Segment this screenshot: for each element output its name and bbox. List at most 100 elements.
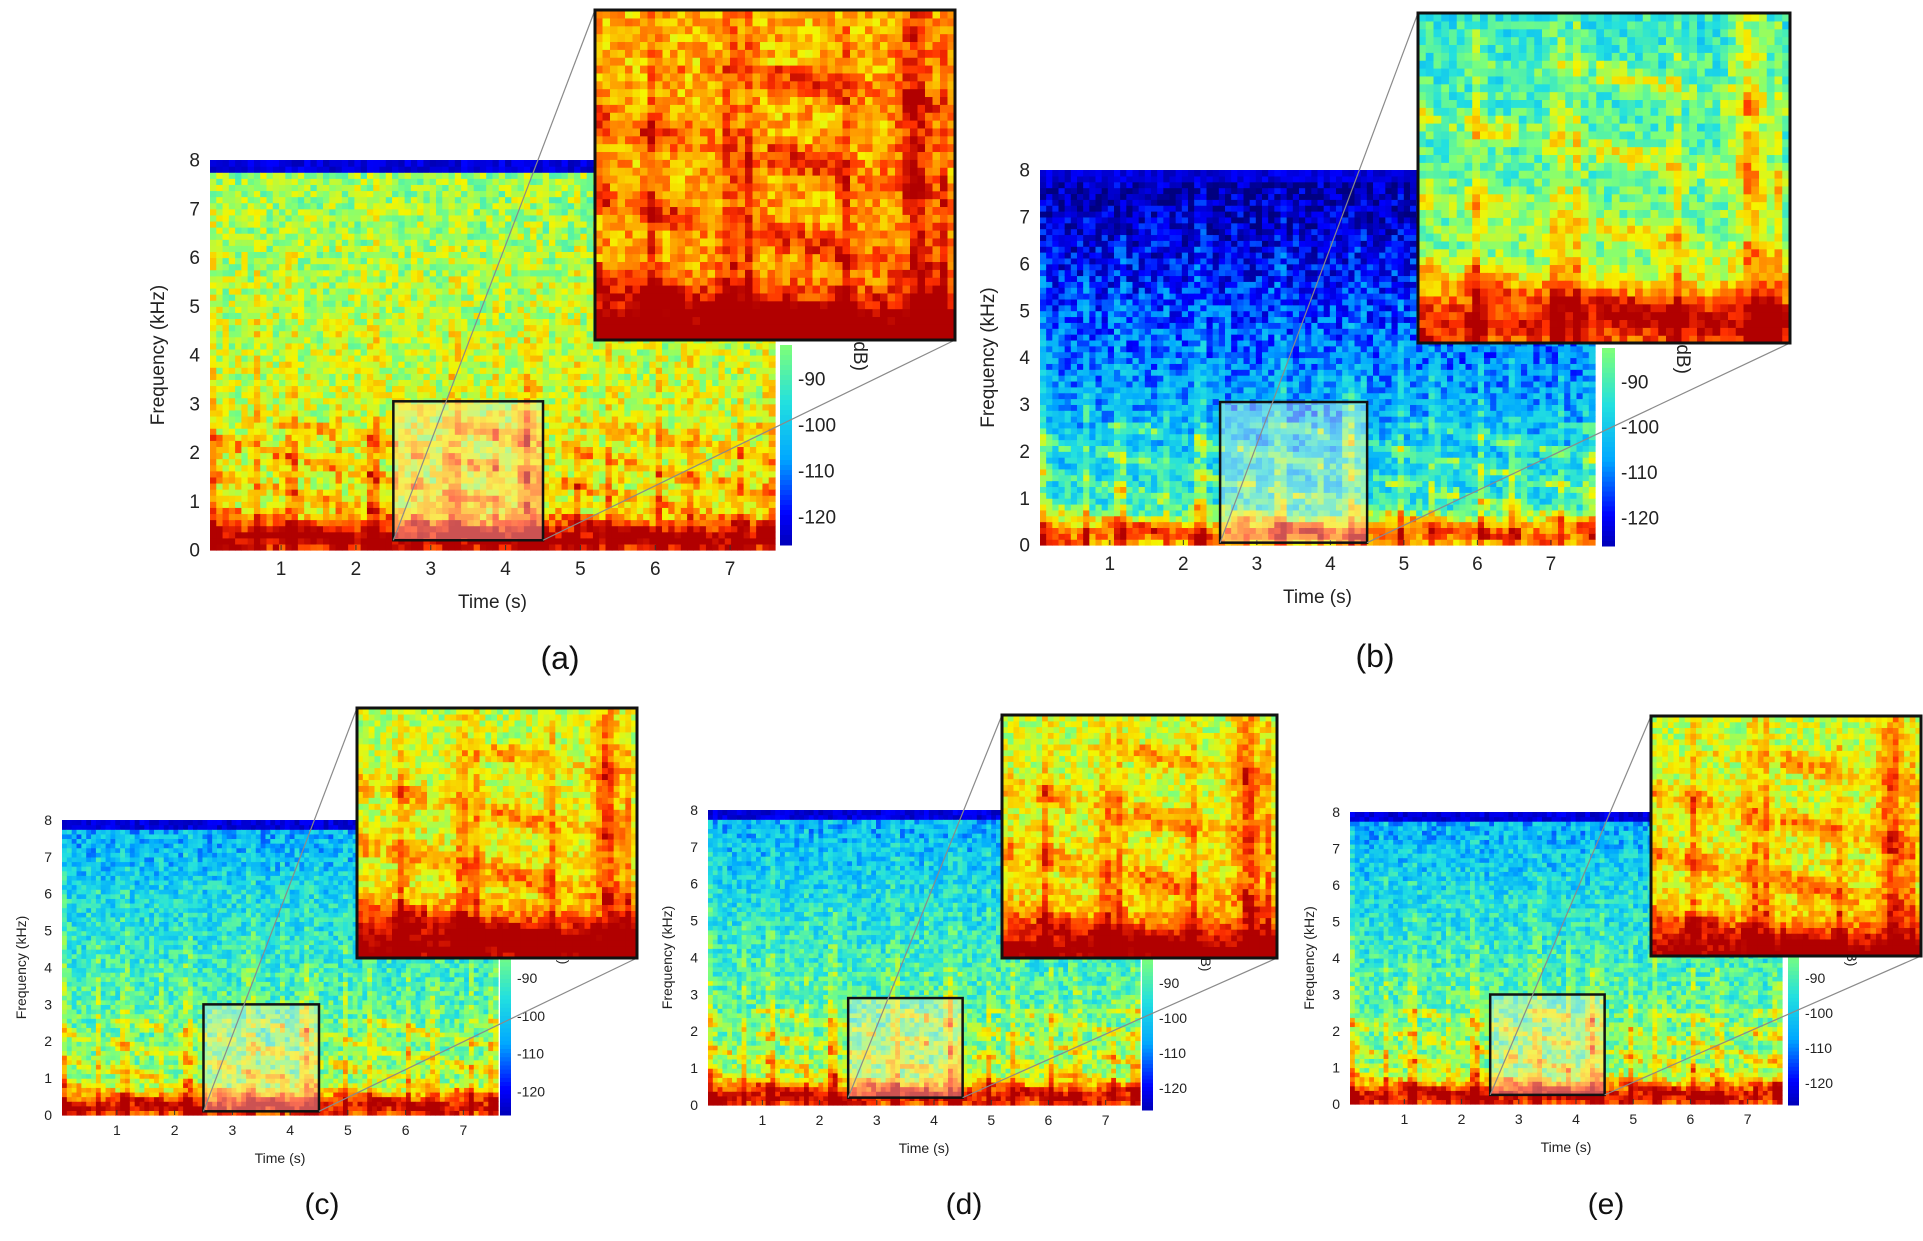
spectrogram-cells bbox=[708, 810, 1141, 1106]
y-tick-label: 1 bbox=[690, 1060, 698, 1076]
colorbar-tick-label: -100 bbox=[798, 416, 836, 437]
x-tick-label: 5 bbox=[575, 559, 586, 580]
x-tick-label: 5 bbox=[344, 1122, 352, 1138]
y-axis-label: Frequency (kHz) bbox=[659, 906, 675, 1009]
y-tick-label: 1 bbox=[44, 1070, 52, 1086]
y-tick-label: 4 bbox=[1332, 950, 1340, 966]
y-tick-label: 6 bbox=[1332, 877, 1340, 893]
panel-caption-e: (e) bbox=[1546, 1188, 1666, 1222]
y-tick-label: 5 bbox=[690, 913, 698, 929]
y-tick-label: 1 bbox=[1332, 1059, 1340, 1075]
colorbar-unit-label: (dB) bbox=[849, 335, 870, 371]
axis-ticks: 1 2 3 4 5 6 7 0 1 2 3 4 5 6 7 8 bbox=[1332, 804, 1752, 1127]
zoom-connector-line bbox=[847, 714, 1003, 1098]
colorbar-tick-label: -100 bbox=[517, 1008, 545, 1024]
colorbar-tick-label: -120 bbox=[1621, 509, 1659, 530]
x-tick-label: 3 bbox=[1515, 1111, 1523, 1127]
zoom-connector-line bbox=[1366, 342, 1791, 544]
x-tick-label: 2 bbox=[1458, 1111, 1466, 1127]
axis-ticks: 1 2 3 4 5 6 7 0 1 2 3 4 5 6 7 8 bbox=[1019, 161, 1556, 575]
y-tick-label: 7 bbox=[1019, 208, 1030, 229]
x-tick-label: 4 bbox=[930, 1112, 938, 1128]
y-tick-label: 4 bbox=[690, 949, 698, 965]
y-tick-label: 7 bbox=[189, 199, 200, 220]
x-axis-label: Time (s) bbox=[458, 592, 527, 613]
x-tick-label: 7 bbox=[459, 1122, 467, 1138]
zoom-connector-line bbox=[1219, 12, 1419, 543]
axis-ticks: 1 2 3 4 5 6 7 0 1 2 3 4 5 6 7 8 bbox=[690, 802, 1110, 1128]
x-tick-label: 3 bbox=[228, 1122, 236, 1138]
colorbar: -90-100-110-120(dB) bbox=[500, 938, 572, 1116]
panel-caption-a: (a) bbox=[500, 640, 620, 677]
zoom-inset-frame bbox=[1000, 713, 1279, 960]
x-tick-label: 1 bbox=[276, 559, 287, 580]
spectrogram-cells bbox=[210, 160, 776, 551]
y-tick-label: 8 bbox=[44, 812, 52, 828]
colorbar-tick-label: -100 bbox=[1621, 418, 1659, 439]
x-tick-label: 7 bbox=[1102, 1112, 1110, 1128]
colorbar-tick-label: -120 bbox=[798, 507, 836, 528]
colorbar-tick-label: -110 bbox=[1805, 1040, 1832, 1056]
y-tick-label: 8 bbox=[1019, 161, 1030, 182]
x-tick-label: 7 bbox=[1744, 1111, 1752, 1127]
x-tick-label: 7 bbox=[725, 559, 736, 580]
zoom-connector-line bbox=[962, 957, 1278, 1099]
colorbar-tick-label: -110 bbox=[798, 461, 835, 482]
axis-ticks: 1 2 3 4 5 6 7 0 1 2 3 4 5 6 7 8 bbox=[44, 812, 467, 1138]
zoom-inset-frame bbox=[1416, 11, 1792, 345]
y-tick-label: 4 bbox=[1019, 348, 1030, 369]
zoom-inset bbox=[1418, 13, 1791, 344]
x-tick-label: 4 bbox=[500, 559, 511, 580]
zoom-region-box bbox=[392, 400, 545, 542]
colorbar-tick-label: -120 bbox=[517, 1084, 545, 1100]
y-tick-label: 7 bbox=[44, 849, 52, 865]
x-tick-label: 4 bbox=[1325, 554, 1336, 575]
x-tick-label: 1 bbox=[758, 1112, 766, 1128]
y-tick-label: 3 bbox=[189, 394, 200, 415]
panel-caption-c: (c) bbox=[262, 1188, 382, 1222]
y-tick-label: 5 bbox=[44, 923, 52, 939]
y-tick-label: 2 bbox=[690, 1023, 698, 1039]
x-axis-label: Time (s) bbox=[899, 1140, 950, 1156]
y-tick-label: 4 bbox=[44, 959, 52, 975]
y-tick-label: 4 bbox=[189, 346, 200, 367]
y-tick-label: 5 bbox=[189, 297, 200, 318]
panel-caption-b: (b) bbox=[1315, 638, 1435, 675]
y-tick-label: 0 bbox=[1019, 536, 1030, 557]
axis-ticks: 1 2 3 4 5 6 7 0 1 2 3 4 5 6 7 8 bbox=[189, 151, 735, 580]
x-tick-label: 5 bbox=[1399, 554, 1410, 575]
x-tick-label: 2 bbox=[351, 559, 362, 580]
zoom-inset bbox=[1651, 716, 1922, 957]
x-tick-label: 1 bbox=[113, 1122, 121, 1138]
colorbar-tick-label: -90 bbox=[1805, 970, 1825, 986]
x-tick-label: 2 bbox=[1178, 554, 1189, 575]
colorbar: -90-100-110-120(dB) bbox=[1602, 338, 1693, 547]
colorbar-tick-label: -120 bbox=[1805, 1075, 1833, 1091]
y-tick-label: 6 bbox=[1019, 254, 1030, 275]
y-tick-label: 2 bbox=[44, 1033, 52, 1049]
y-tick-label: 6 bbox=[189, 248, 200, 269]
zoom-inset bbox=[595, 10, 956, 341]
x-tick-label: 4 bbox=[286, 1122, 294, 1138]
colorbar: -90-100-110-120(dB) bbox=[1788, 940, 1860, 1106]
y-tick-label: 3 bbox=[1332, 986, 1340, 1002]
y-tick-label: 3 bbox=[1019, 395, 1030, 416]
x-tick-label: 6 bbox=[1687, 1111, 1695, 1127]
zoom-inset-frame bbox=[1649, 714, 1923, 958]
x-axis-label: Time (s) bbox=[1283, 587, 1352, 608]
y-axis-label: Frequency (kHz) bbox=[148, 285, 169, 425]
zoom-inset bbox=[357, 708, 638, 959]
zoom-connector-line bbox=[392, 9, 596, 541]
y-tick-label: 2 bbox=[1019, 442, 1030, 463]
y-tick-label: 0 bbox=[1332, 1096, 1340, 1112]
colorbar-tick-label: -110 bbox=[1621, 463, 1658, 484]
y-axis-label: Frequency (kHz) bbox=[13, 916, 29, 1019]
zoom-connector-line bbox=[202, 707, 358, 1112]
zoom-connector-line bbox=[1489, 715, 1652, 1096]
x-tick-label: 5 bbox=[1629, 1111, 1637, 1127]
x-tick-label: 3 bbox=[1252, 554, 1263, 575]
x-tick-label: 3 bbox=[873, 1112, 881, 1128]
y-tick-label: 5 bbox=[1019, 301, 1030, 322]
y-tick-label: 2 bbox=[189, 443, 200, 464]
colorbar-tick-label: -90 bbox=[517, 970, 537, 986]
